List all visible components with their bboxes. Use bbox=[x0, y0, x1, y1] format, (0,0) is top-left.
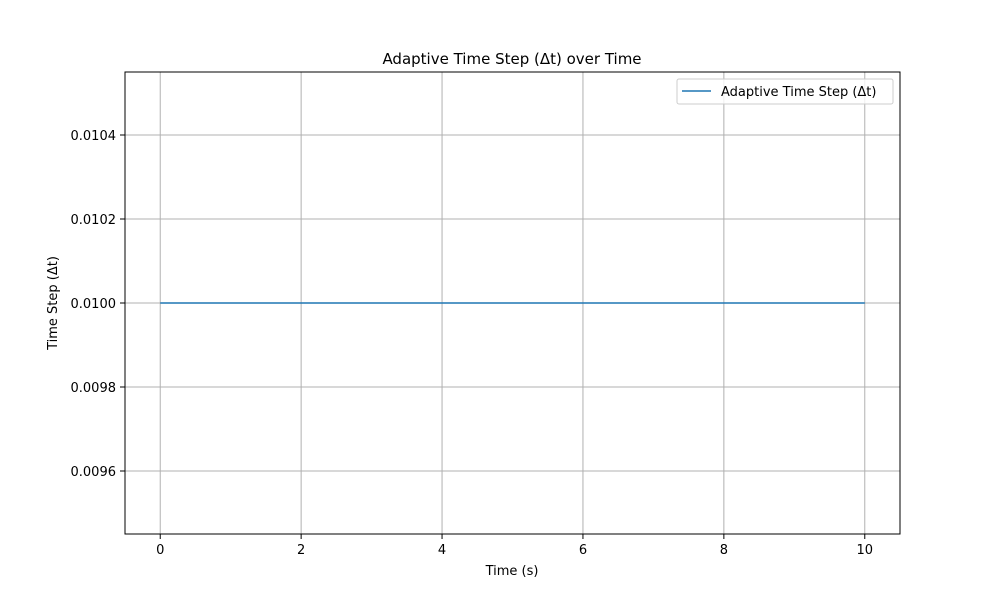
x-tick-label: 6 bbox=[579, 543, 587, 558]
legend-box bbox=[676, 78, 894, 105]
x-axis-label: Time (s) bbox=[485, 564, 539, 579]
y-axis-label: Time Step (Δt) bbox=[46, 256, 61, 351]
x-tick-label: 10 bbox=[856, 543, 873, 558]
y-tick-label: 0.0098 bbox=[71, 381, 117, 396]
chart-title: Adaptive Time Step (Δt) over Time bbox=[382, 50, 641, 68]
x-tick-label: 2 bbox=[297, 543, 305, 558]
x-tick-label: 0 bbox=[156, 543, 164, 558]
y-tick-label: 0.0102 bbox=[71, 213, 117, 228]
legend-label-0: Adaptive Time Step (Δt) bbox=[721, 85, 876, 100]
x-tick-label: 4 bbox=[438, 543, 446, 558]
x-tick-label: 8 bbox=[720, 543, 728, 558]
y-tick-label: 0.0096 bbox=[71, 465, 117, 480]
legend: Adaptive Time Step (Δt) bbox=[676, 78, 894, 105]
y-tick-label: 0.0104 bbox=[71, 129, 117, 144]
y-tick-label: 0.0100 bbox=[71, 297, 117, 312]
ticks: 0 2 4 6 8 10 0.0096 0.0098 0.0100 0.0102 0.0104 bbox=[71, 129, 874, 558]
